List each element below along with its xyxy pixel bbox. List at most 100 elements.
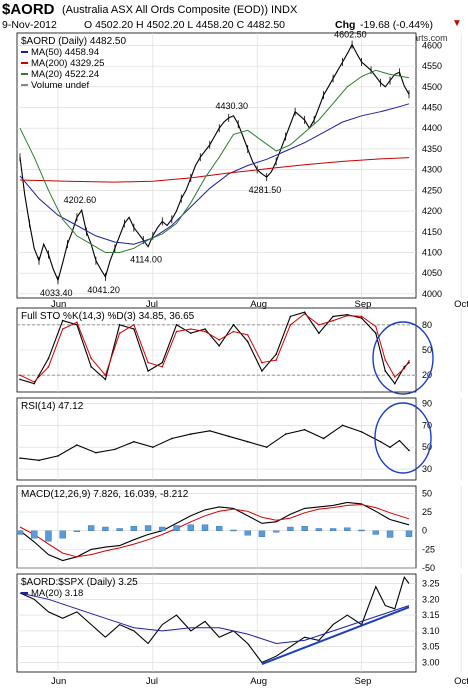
data-point-rsi [303, 428, 306, 431]
data-point-rsi [133, 440, 135, 443]
data-point-sto [47, 357, 50, 360]
macd-histogram-bar [73, 530, 81, 532]
macd-histogram-bar [216, 526, 223, 531]
data-point-sto [118, 324, 121, 326]
data-point-sto [261, 361, 263, 364]
macd-histogram-bar [130, 526, 138, 531]
data-point-sto [246, 340, 249, 343]
data-point-sto [393, 382, 396, 385]
series-line-price-ma-20- [19, 69, 410, 253]
y-tick-label-ratio: 3.05 [422, 642, 440, 652]
data-point-rsi [398, 439, 401, 442]
price-annotation: 4430.30 [215, 101, 248, 111]
data-point-sto [189, 332, 192, 335]
data-point-sto [76, 321, 78, 324]
x-axis-month-label: Jul [146, 676, 158, 687]
price-annotation: 4602.50 [334, 30, 367, 40]
data-point-rsi [57, 455, 59, 457]
series-line-price--aord [19, 43, 410, 282]
y-tick-label-price: 4100 [422, 247, 442, 257]
data-point-rsi [38, 459, 40, 462]
macd-histogram-bar [287, 526, 294, 531]
legend-label: MA(50) 4458.94 [31, 47, 99, 58]
data-point-sto [218, 339, 221, 341]
macd-histogram-bar [201, 524, 209, 531]
series-line-macd-signal [19, 504, 410, 558]
macd-histogram-bar [116, 528, 123, 531]
data-point-sto [161, 366, 164, 368]
data-point-rsi [341, 424, 344, 427]
data-point-sto [360, 315, 363, 318]
macd-histogram-bar [258, 530, 266, 537]
price-annotation: 4041.20 [87, 285, 120, 295]
y-tick-label-macd: 0 [422, 526, 427, 536]
data-point-sto [204, 330, 206, 333]
data-point-sto [318, 332, 320, 335]
y-tick-label-ratio: 3.10 [422, 626, 440, 636]
data-point-rsi [19, 457, 21, 459]
macd-histogram-bar [344, 527, 351, 531]
highlight-circle-rsi [374, 402, 432, 474]
y-tick-label-rsi: 50 [422, 442, 432, 452]
data-point-rsi [265, 446, 268, 449]
data-point-rsi [408, 449, 410, 452]
x-axis-month-label: Oct [454, 676, 468, 687]
macd-histogram-bar [372, 530, 379, 535]
macd-histogram-bar [329, 528, 337, 531]
macd-histogram-bar [31, 530, 38, 539]
data-point-rsi [360, 431, 363, 433]
macd-histogram-bar [173, 525, 180, 531]
data-point-sto [332, 315, 334, 318]
data-point-sto [289, 315, 292, 318]
y-tick-label-ratio: 3.00 [422, 658, 440, 668]
change-label: Chg [335, 19, 356, 31]
y-tick-label-price: 4200 [422, 206, 442, 216]
legend-label: MA(200) 4329.25 [31, 58, 104, 69]
y-tick-label-ratio: 3.25 [422, 578, 440, 588]
panel-title-rsi: RSI(14) 47.12 [21, 401, 84, 412]
data-point-sto [19, 378, 21, 381]
y-tick-label-price: 4600 [422, 40, 442, 50]
data-point-sto [118, 332, 121, 335]
series-line-ratio-ma-20- [19, 592, 410, 645]
data-point-sto [232, 324, 235, 326]
data-point-sto [384, 370, 387, 372]
legend-label: Volume undef [31, 80, 89, 91]
y-tick-label-ratio: 3.15 [422, 610, 440, 620]
macd-histogram-bar [244, 530, 251, 536]
data-point-sto [104, 378, 107, 381]
panel-title-price: $AORD (Daily) 4482.50 [21, 36, 126, 47]
data-point-rsi [322, 437, 325, 440]
macd-histogram-bar [272, 530, 280, 533]
data-point-sto [47, 366, 50, 368]
y-tick-label-rsi: 70 [422, 420, 432, 430]
y-tick-label-price: 4350 [422, 144, 442, 154]
series-line-price-ma-200- [19, 157, 410, 183]
x-axis-month-label: Aug [250, 299, 267, 310]
y-tick-label-rsi: 30 [422, 464, 432, 474]
change-value: -19.68 (-0.44%) [360, 19, 433, 31]
data-point-sto [275, 353, 277, 356]
data-point-sto [374, 332, 377, 335]
legend-label: MA(20) 4522.24 [31, 69, 99, 80]
price-annotation: 4281.50 [249, 185, 282, 195]
data-point-rsi [246, 440, 249, 443]
data-point-sto [175, 324, 178, 326]
data-point-sto [218, 345, 221, 347]
down-arrow-icon: ▼ [452, 18, 462, 29]
macd-histogram-bar [144, 525, 152, 531]
y-tick-label-sto: 50 [422, 345, 432, 355]
y-tick-label-macd: 50 [422, 488, 432, 498]
y-tick-label-sto: 20 [422, 370, 432, 380]
data-point-sto [393, 376, 396, 378]
data-point-sto [289, 324, 292, 326]
data-point-sto [61, 319, 64, 322]
y-tick-label-macd: 25 [422, 507, 432, 517]
data-point-rsi [284, 433, 287, 435]
data-point-rsi [379, 440, 382, 443]
y-tick-label-macd: -25 [422, 544, 435, 554]
data-point-sto [61, 328, 64, 330]
data-point-rsi [208, 430, 211, 432]
data-point-sto [384, 359, 387, 361]
